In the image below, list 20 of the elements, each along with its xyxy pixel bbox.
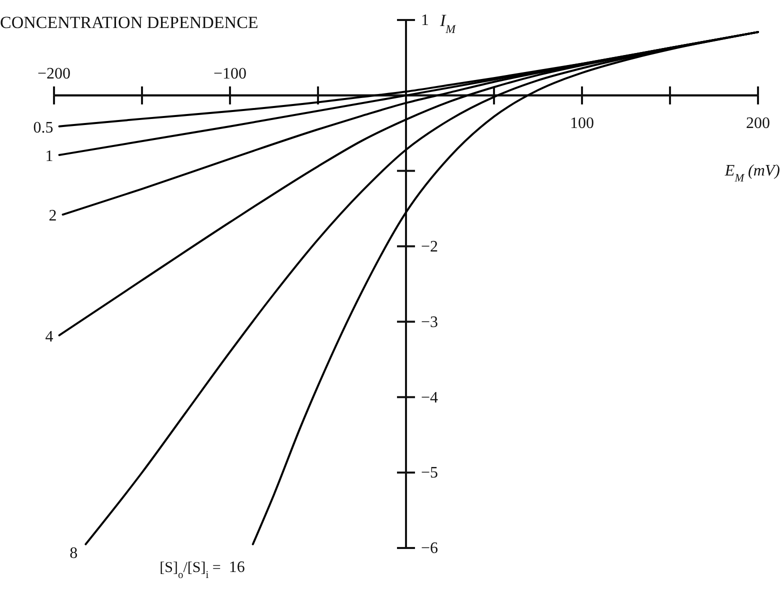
series-label: 2 (48, 208, 57, 225)
x-axis-title: E$_{M}$ (mV) (724, 162, 780, 184)
x-tick-label: 200 (746, 114, 770, 132)
legend-title: [S]$_{o}$/[S]$_{i}$ = (160, 560, 221, 581)
series-label: 0.5 (33, 119, 54, 136)
series-label: 4 (45, 328, 54, 346)
x2-tick-label: −200 (37, 65, 71, 82)
y-tick-label: −2 (421, 238, 438, 256)
y-axis-title: I$_{M}$ (439, 11, 457, 36)
series-label: 16 (228, 559, 245, 576)
y-tick-label: 1 (421, 12, 429, 30)
y-tick-label: −6 (421, 540, 438, 558)
series-label: 1 (45, 148, 54, 166)
series-label: 8 (70, 545, 78, 562)
chart-title: CONCENTRATION DEPENDENCE (0, 13, 258, 32)
y-tick-label: −4 (421, 389, 438, 406)
x2-tick-label: −100 (213, 65, 247, 82)
y-tick-label: −3 (421, 314, 438, 331)
x-tick-label: 100 (570, 114, 594, 132)
y-tick-label: −5 (421, 464, 438, 482)
